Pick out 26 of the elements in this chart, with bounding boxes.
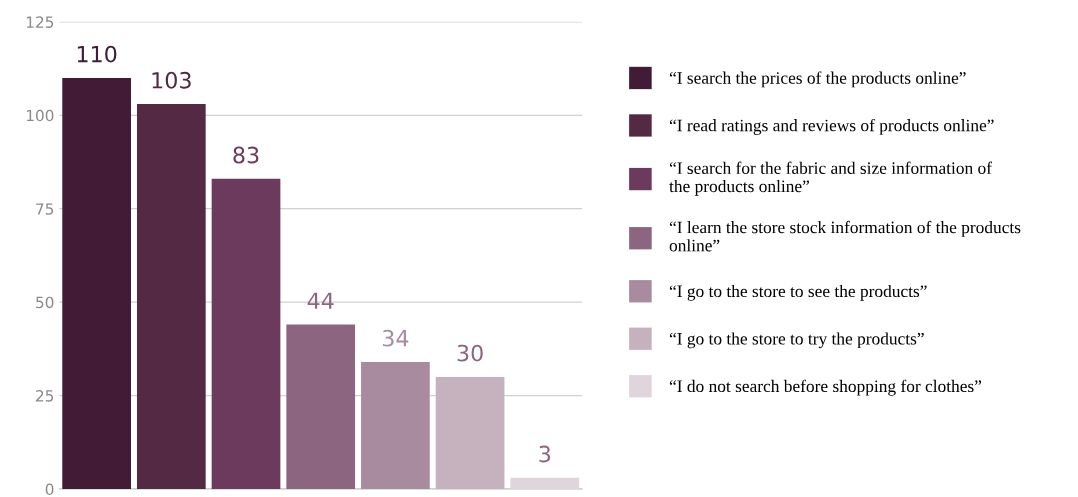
data-label: 44 [307,292,334,309]
legend-label: “I go to the store to see the products” [669,284,927,301]
y-tick-label: 0 [45,483,54,496]
data-label: 3 [539,445,551,463]
y-tick-label: 100 [26,109,54,122]
legend-label: “I read ratings and reviews of products online” [669,118,994,135]
y-tick-label: 75 [36,203,54,215]
y-tick-label: 25 [36,390,54,402]
y-tick-label: 125 [26,16,54,28]
legend-label: “I go to the store to try the products” [669,332,924,349]
legend-label: “I do not search before shopping for clothes” [669,379,982,396]
bar [510,477,580,490]
data-label: 103 [152,71,191,89]
data-label: 30 [457,344,483,362]
legend-label: “I search for the fabric and size information of the products online” [669,161,993,196]
bar [62,77,131,490]
bar [361,361,430,490]
legend-label: “I learn the store stock information of the products online” [669,220,1021,252]
bar [286,324,356,490]
data-label: 83 [233,146,259,164]
data-label: 110 [77,45,117,63]
bar [136,104,206,490]
data-label: 34 [382,329,409,347]
y-tick-label: 50 [36,296,54,309]
legend-label: “I search the prices of the products online” [669,71,966,88]
bar [211,178,281,490]
